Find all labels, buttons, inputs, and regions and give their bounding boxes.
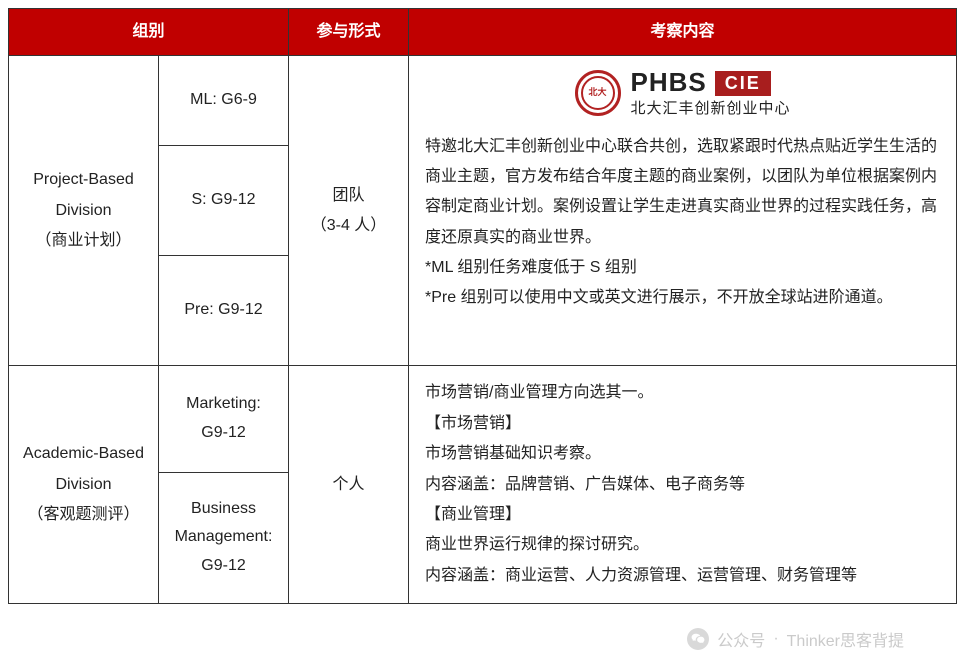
group-project-based: Project-Based Division （商业计划）	[9, 56, 159, 366]
header-form: 参与形式	[289, 9, 409, 56]
subgroup-pre: Pre: G9-12	[159, 256, 289, 366]
wechat-icon	[687, 628, 709, 650]
sub-line: G9-12	[169, 552, 278, 581]
group-subtitle: （商业计划）	[19, 226, 148, 256]
subgroup-business-mgmt: Business Management: G9-12	[159, 472, 289, 604]
phbs-logo-block: 北大 PHBS CIE 北大汇丰创新创业中心	[425, 68, 940, 117]
sub-line: Marketing:	[169, 390, 278, 419]
description-project: 北大 PHBS CIE 北大汇丰创新创业中心 特邀北大汇丰创新创业中心联合共创，…	[409, 56, 957, 366]
header-group: 组别	[9, 9, 289, 56]
cie-badge: CIE	[715, 71, 771, 96]
desc-line: 内容涵盖：商业运营、人力资源管理、运营管理、财务管理等	[425, 561, 940, 591]
group-title: Project-Based Division	[19, 165, 148, 226]
subgroup-s: S: G9-12	[159, 146, 289, 256]
desc-line: 市场营销基础知识考察。	[425, 439, 940, 469]
logo-text: PHBS CIE 北大汇丰创新创业中心	[631, 68, 791, 117]
table-row: Academic-Based Division （客观题测评） Marketin…	[9, 366, 957, 472]
table-row: Project-Based Division （商业计划） ML: G6-9 团…	[9, 56, 957, 146]
description-academic: 市场营销/商业管理方向选其一。 【市场营销】 市场营销基础知识考察。 内容涵盖：…	[409, 366, 957, 604]
group-title: Academic-Based Division	[19, 439, 148, 500]
table-header-row: 组别 参与形式 考察内容	[9, 9, 957, 56]
group-academic-based: Academic-Based Division （客观题测评）	[9, 366, 159, 604]
sub-line: Management:	[169, 523, 278, 552]
desc-note-ml: *ML 组别任务难度低于 S 组别	[425, 253, 940, 283]
watermark-label: 公众号	[717, 627, 765, 651]
sub-line: G9-12	[169, 419, 278, 448]
desc-line: 【市场营销】	[425, 409, 940, 439]
sub-line: Business	[169, 495, 278, 524]
form-line1: 团队	[299, 181, 398, 211]
logo-subtitle: 北大汇丰创新创业中心	[631, 100, 791, 117]
group-subtitle: （客观题测评）	[19, 500, 148, 530]
phbs-label: PHBS	[631, 68, 707, 98]
form-individual: 个人	[289, 366, 409, 604]
form-line2: （3-4 人）	[299, 211, 398, 241]
form-team: 团队 （3-4 人）	[289, 56, 409, 366]
subgroup-marketing: Marketing: G9-12	[159, 366, 289, 472]
watermark-name: Thinker思客背提	[787, 627, 904, 651]
desc-line: 【商业管理】	[425, 500, 940, 530]
desc-line: 商业世界运行规律的探讨研究。	[425, 530, 940, 560]
wechat-watermark: 公众号 · Thinker思客背提	[687, 627, 904, 651]
watermark-dot: ·	[773, 630, 778, 648]
competition-table: 组别 参与形式 考察内容 Project-Based Division （商业计…	[8, 8, 957, 604]
desc-line: 内容涵盖：品牌营销、广告媒体、电子商务等	[425, 470, 940, 500]
desc-note-pre: *Pre 组别可以使用中文或英文进行展示，不开放全球站进阶通道。	[425, 283, 940, 313]
subgroup-ml: ML: G6-9	[159, 56, 289, 146]
desc-paragraph: 特邀北大汇丰创新创业中心联合共创，选取紧跟时代热点贴近学生生活的商业主题，官方发…	[425, 132, 940, 254]
header-content: 考察内容	[409, 9, 957, 56]
pku-seal-icon: 北大	[575, 70, 621, 116]
desc-line: 市场营销/商业管理方向选其一。	[425, 378, 940, 408]
